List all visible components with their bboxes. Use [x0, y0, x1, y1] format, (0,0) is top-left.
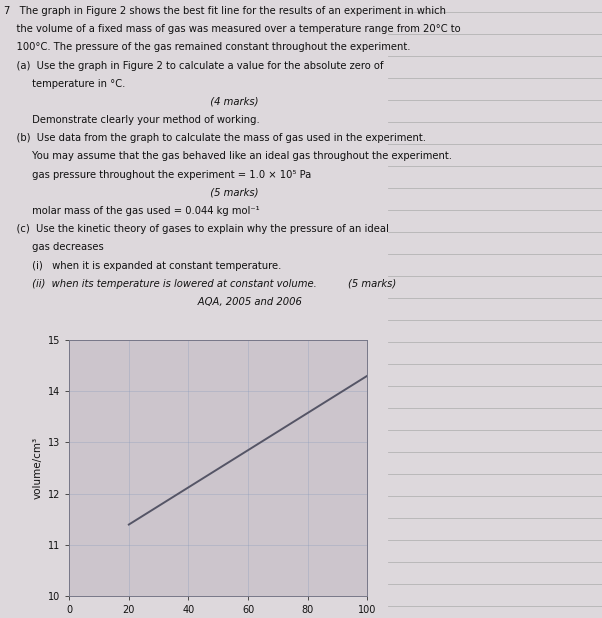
Text: (5 marks): (5 marks): [4, 188, 258, 198]
Text: (a)  Use the graph in Figure 2 to calculate a value for the absolute zero of: (a) Use the graph in Figure 2 to calcula…: [4, 61, 383, 70]
Text: (b)  Use data from the graph to calculate the mass of gas used in the experiment: (b) Use data from the graph to calculate…: [4, 133, 426, 143]
Text: 7   The graph in Figure 2 shows the best fit line for the results of an experime: 7 The graph in Figure 2 shows the best f…: [4, 6, 446, 16]
Text: 100°C. The pressure of the gas remained constant throughout the experiment.: 100°C. The pressure of the gas remained …: [4, 42, 411, 53]
Text: (i)   when it is expanded at constant temperature.: (i) when it is expanded at constant temp…: [4, 261, 281, 271]
Text: temperature in °C.: temperature in °C.: [4, 78, 125, 89]
Text: AQA, 2005 and 2006: AQA, 2005 and 2006: [4, 297, 302, 307]
Y-axis label: volume/cm³: volume/cm³: [33, 437, 42, 499]
Text: the volume of a fixed mass of gas was measured over a temperature range from 20°: the volume of a fixed mass of gas was me…: [4, 24, 461, 34]
Text: molar mass of the gas used = 0.044 kg mol⁻¹: molar mass of the gas used = 0.044 kg mo…: [4, 206, 259, 216]
Text: You may assume that the gas behaved like an ideal gas throughout the experiment.: You may assume that the gas behaved like…: [4, 151, 452, 161]
Text: (ii)  when its temperature is lowered at constant volume.          (5 marks): (ii) when its temperature is lowered at …: [4, 279, 396, 289]
Text: gas pressure throughout the experiment = 1.0 × 10⁵ Pa: gas pressure throughout the experiment =…: [4, 170, 311, 180]
Text: (4 marks): (4 marks): [4, 97, 258, 107]
Text: (c)  Use the kinetic theory of gases to explain why the pressure of an ideal: (c) Use the kinetic theory of gases to e…: [4, 224, 389, 234]
Text: Demonstrate clearly your method of working.: Demonstrate clearly your method of worki…: [4, 115, 259, 125]
Text: gas decreases: gas decreases: [4, 242, 104, 253]
